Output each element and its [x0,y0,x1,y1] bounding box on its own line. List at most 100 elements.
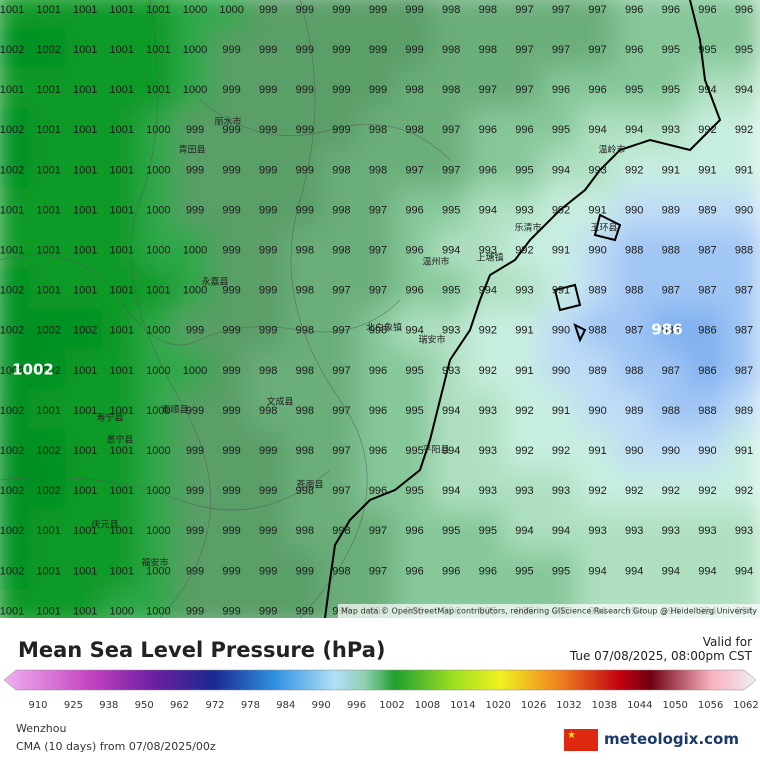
pressure-value: 996 [369,365,387,377]
colorbar-tick-label: 950 [135,700,154,711]
pressure-value: 1000 [146,405,170,417]
pressure-cell [211,469,252,514]
pressure-cell [28,108,69,153]
pressure-cell [431,0,472,32]
pressure-value: 1002 [36,365,60,377]
brand: meteologix.com [604,730,739,748]
place-label: 永嘉县 [201,276,228,288]
colorbar-tick-label: 1020 [485,700,510,711]
pressure-value: 999 [332,84,350,96]
pressure-cell [614,148,655,193]
pressure-cell [0,68,32,113]
valid-box: Valid for Tue 07/08/2025, 08:00pm CST [570,635,752,663]
pressure-cell [358,549,398,594]
pressure-cell [467,268,508,313]
pressure-cell [541,469,581,514]
pressure-cell [138,549,179,594]
pressure-cell [394,108,435,153]
pressure-cell [358,389,398,433]
pressure-value: 999 [259,605,277,617]
pressure-value: 1001 [110,84,134,96]
pressure-value: 998 [259,405,277,417]
pressure-cell [321,0,362,32]
pressure-value: 999 [222,365,240,377]
pressure-value: 999 [222,124,240,136]
pressure-cell [248,589,289,618]
pressure-cell [614,28,655,73]
pressure-value: 1001 [110,485,134,497]
pressure-value: 998 [442,4,460,16]
pressure-value: 990 [735,204,753,216]
pressure-value: 993 [479,405,497,417]
pressure-cell [101,228,142,273]
pressure-cell [541,509,581,554]
pressure-cell [28,0,69,32]
colorbar-tick-label: 1008 [415,700,440,711]
pressure-cell [175,28,215,73]
pressure-cell [504,389,545,433]
pressure-cell [65,389,106,433]
pressure-value: 992 [735,124,753,136]
pressure-value: 992 [662,485,680,497]
pressure-cell [28,589,69,618]
high-label: 1002 [12,361,54,379]
pressure-cell [687,389,728,433]
pressure-value: 996 [405,285,423,297]
pressure-value: 1002 [0,405,24,417]
pressure-cell [577,389,618,433]
pressure-value: 999 [259,44,277,56]
pressure-value: 1002 [36,485,60,497]
pressure-cell [724,469,760,514]
attribution-bg [338,604,760,618]
pressure-cell [28,389,69,433]
pressure-value: 1001 [73,204,97,216]
pressure-value: 999 [222,164,240,176]
pressure-value: 996 [662,4,680,16]
pressure-cell [431,148,472,193]
pressure-cell [175,148,215,193]
pressure-value: 994 [552,164,570,176]
pressure-cell [101,108,142,153]
pressure-cell [614,549,655,594]
pressure-cell [65,148,106,193]
place-label: 景宁县 [106,434,133,446]
pressure-value: 1001 [0,4,24,16]
pressure-cell [467,0,508,32]
pressure-cell [577,28,618,73]
pressure-cell [138,0,179,32]
pressure-cell [284,108,325,153]
pressure-cell [101,68,142,113]
pressure-value: 994 [552,525,570,537]
pressure-value: 996 [479,164,497,176]
pressure-cell [0,148,32,193]
pressure-value: 999 [186,164,204,176]
pressure-cell [687,469,728,514]
pressure-cell [687,228,728,273]
pressure-value: 1001 [73,44,97,56]
pressure-value: 999 [259,164,277,176]
pressure-value: 997 [442,164,460,176]
pressure-cell [650,469,691,514]
pressure-value: 988 [588,325,606,337]
pressure-cell [358,308,398,353]
pressure-value: 999 [222,44,240,56]
pressure-cell [321,188,362,233]
pressure-cell [431,308,472,353]
pressure-cell [284,68,325,113]
pressure-shading [0,0,760,618]
pressure-value: 997 [332,405,350,417]
pressure-cell [28,28,69,73]
pressure-cell [248,68,289,113]
pressure-cell [394,389,435,433]
pressure-value: 998 [405,84,423,96]
pressure-cell [65,469,106,514]
pressure-cell [101,549,142,594]
pressure-value: 990 [625,445,643,457]
pressure-value: 993 [588,525,606,537]
pressure-cell [467,28,508,73]
pressure-value: 994 [405,325,423,337]
place-label: 泰顺县 [161,404,188,416]
pressure-value: 997 [332,365,350,377]
pressure-cell [467,228,508,273]
pressure-value: 1001 [36,124,60,136]
